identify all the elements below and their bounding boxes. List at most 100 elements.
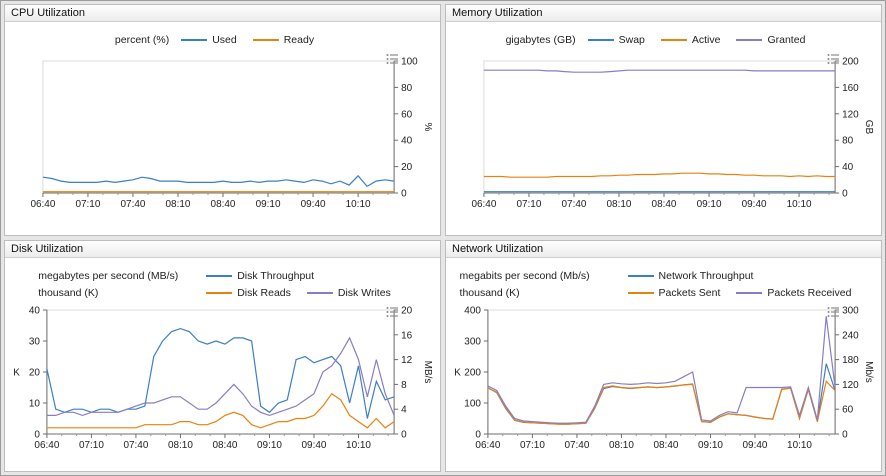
legend-entry-active: Active — [660, 34, 720, 46]
chart-legend: percent (%) Used Ready — [115, 31, 330, 48]
svg-text:06:40: 06:40 — [471, 199, 496, 210]
panel-title-bar: Network Utilization — [446, 241, 881, 258]
legend-entry-used: Used — [181, 34, 237, 46]
svg-text:10:10: 10:10 — [787, 440, 812, 451]
svg-text:16: 16 — [401, 330, 413, 341]
legend-line-sample — [736, 38, 763, 41]
legend-unit-label: percent (%) — [114, 33, 170, 46]
svg-text:K: K — [13, 367, 20, 378]
legend-unit-label: thousand (K) — [38, 286, 99, 299]
legend-row: percent (%) Used Ready — [115, 31, 330, 48]
svg-text:0: 0 — [842, 429, 848, 440]
legend-entry-label: Disk Throughput — [237, 269, 315, 282]
legend-row: thousand (K) Disk Reads Disk Writes — [38, 284, 407, 301]
svg-text:300: 300 — [464, 336, 481, 347]
svg-text:200: 200 — [842, 56, 859, 67]
legend-row: thousand (K) Packets Sent Packets Receiv… — [460, 284, 868, 301]
panel-title-bar: Disk Utilization — [5, 241, 440, 258]
legend-line-sample — [660, 38, 687, 41]
svg-text:10: 10 — [29, 398, 41, 409]
svg-text:60: 60 — [842, 405, 854, 416]
cpu-chart-area: percent (%) Used Ready 0 20 40 60 80 100% 06:4… — [5, 22, 440, 235]
panel-network-utilization: Network Utilization megabits per second … — [445, 240, 882, 472]
svg-text:09:10: 09:10 — [697, 199, 722, 210]
svg-text:08:40: 08:40 — [652, 199, 677, 210]
svg-text:10:10: 10:10 — [346, 440, 371, 451]
svg-text:4: 4 — [401, 405, 407, 416]
legend-entry-disk-throughput: Disk Throughput — [206, 270, 314, 282]
svg-text:09:40: 09:40 — [302, 440, 327, 451]
svg-text:40: 40 — [29, 305, 41, 316]
legend-entry-label: Disk Writes — [337, 286, 391, 299]
svg-text:08:10: 08:10 — [168, 440, 193, 451]
legend-row: megabits per second (Mb/s) Network Throu… — [460, 267, 868, 284]
svg-text:100: 100 — [464, 398, 481, 409]
legend-entry-swap: Swap — [587, 34, 645, 46]
svg-text:0: 0 — [34, 429, 40, 440]
svg-text:0: 0 — [401, 188, 407, 199]
legend-unit-label: thousand (K) — [459, 286, 520, 299]
svg-text:20: 20 — [401, 305, 413, 316]
chart-legend: gigabytes (GB) Swap Active Granted — [506, 31, 822, 48]
panel-disk-utilization: Disk Utilization megabytes per second (M… — [4, 240, 441, 472]
memory-chart-area: gigabytes (GB) Swap Active Granted — [446, 22, 881, 235]
legend-entry-label: Packets Received — [767, 286, 852, 299]
panel-cpu-utilization: CPU Utilization percent (%) Used Ready — [4, 4, 441, 236]
chart-menu-icon[interactable] — [385, 305, 400, 319]
chart-menu-icon[interactable] — [826, 52, 841, 66]
svg-text:08:10: 08:10 — [609, 440, 634, 451]
svg-text:09:10: 09:10 — [257, 440, 282, 451]
legend-entry-ready: Ready — [252, 33, 315, 46]
legend-entry-label: Disk Reads — [237, 286, 291, 299]
svg-text:80: 80 — [401, 83, 413, 94]
svg-text:300: 300 — [842, 305, 859, 316]
legend-line-sample — [627, 291, 654, 294]
svg-text:07:40: 07:40 — [562, 199, 587, 210]
network-utilization-chart: 0 60 120 180 240 300 Mb/s 0 100 200 300 400 K 06:40 07… — [454, 305, 874, 451]
svg-text:09:10: 09:10 — [698, 440, 723, 451]
svg-text:07:10: 07:10 — [516, 199, 541, 210]
legend-entry-label: Ready — [283, 33, 315, 46]
svg-text:07:40: 07:40 — [121, 199, 146, 210]
legend-line-sample — [306, 291, 333, 294]
svg-text:K: K — [454, 367, 461, 378]
svg-text:400: 400 — [464, 305, 481, 316]
legend-line-sample — [627, 274, 654, 277]
legend-entry-network-throughput: Network Throughput — [627, 270, 753, 282]
legend-unit-label: megabytes per second (MB/s) — [38, 269, 179, 282]
legend-entry-packets-sent: Packets Sent — [627, 286, 721, 299]
svg-text:09:40: 09:40 — [742, 199, 767, 210]
panel-memory-utilization: Memory Utilization gigabytes (GB) Swap A… — [445, 4, 882, 236]
svg-text:06:40: 06:40 — [475, 440, 500, 451]
legend-entry-label: Packets Sent — [658, 286, 721, 299]
svg-text:08:10: 08:10 — [166, 199, 191, 210]
chart-legend: megabits per second (Mb/s) Network Throu… — [460, 267, 868, 301]
svg-text:MB/s: MB/s — [422, 361, 433, 384]
chart-menu-icon[interactable] — [385, 52, 400, 66]
legend-entry-packets-received: Packets Received — [736, 287, 851, 299]
svg-text:07:10: 07:10 — [520, 440, 545, 451]
svg-text:07:40: 07:40 — [123, 440, 148, 451]
svg-text:120: 120 — [842, 109, 859, 120]
network-chart-area: megabits per second (Mb/s) Network Throu… — [446, 258, 881, 471]
svg-text:100: 100 — [401, 56, 418, 67]
svg-text:80: 80 — [842, 136, 854, 147]
panel-title-bar: CPU Utilization — [5, 5, 440, 22]
legend-line-sample — [206, 291, 233, 294]
svg-text:180: 180 — [842, 355, 859, 366]
svg-text:60: 60 — [401, 109, 413, 120]
svg-text:08:40: 08:40 — [212, 440, 237, 451]
svg-text:12: 12 — [401, 355, 413, 366]
chart-menu-icon[interactable] — [826, 305, 841, 319]
disk-chart-area: megabytes per second (MB/s) Disk Through… — [5, 258, 440, 471]
svg-text:08:40: 08:40 — [211, 199, 236, 210]
svg-text:07:10: 07:10 — [79, 440, 104, 451]
panel-title: Memory Utilization — [452, 7, 543, 19]
chart-legend: megabytes per second (MB/s) Disk Through… — [38, 267, 407, 301]
svg-text:0: 0 — [475, 429, 481, 440]
svg-text:08:10: 08:10 — [607, 199, 632, 210]
disk-utilization-chart: 0 4 8 12 16 20 MB/s 0 10 20 30 40 K 06:40 07:10 07:40 08… — [13, 305, 433, 451]
legend-line-sample — [252, 38, 279, 41]
svg-text:09:10: 09:10 — [256, 199, 281, 210]
